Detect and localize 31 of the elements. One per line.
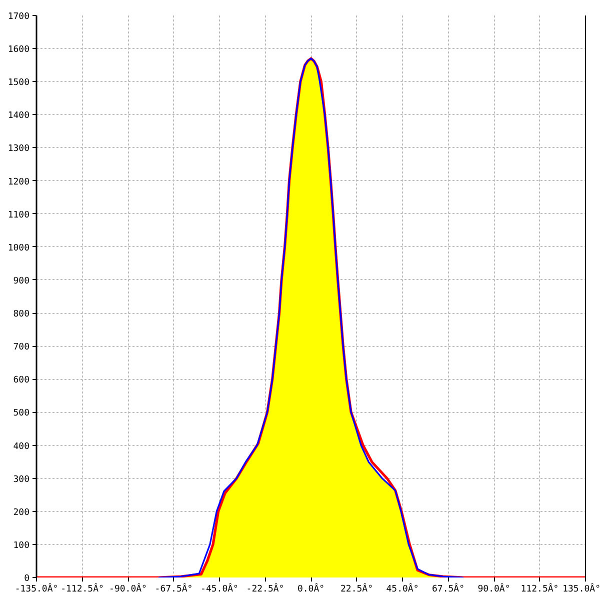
y-tick-label: 1500 [8,78,30,88]
x-tick-label: -112.5Â° [60,582,104,594]
y-tick-label: 500 [13,408,30,419]
x-tick-label: 22.5Â° [340,582,374,594]
y-tick-label: 1000 [8,243,30,254]
x-tick-label: 112.5Â° [520,582,559,594]
y-tick-label: 800 [13,310,30,320]
y-tick-label: 100 [13,540,30,551]
y-tick-label: 0 [24,574,30,584]
x-tick-label: -22.5Â° [246,582,284,594]
x-tick-label: 67.5Â° [432,582,465,594]
x-tick-label: 0.0Â° [297,582,325,594]
x-tick-label: -90.0Â° [109,582,147,594]
y-tick-label: 400 [13,442,30,452]
x-tick-label: -135.0Â° [14,582,58,594]
y-tick-label: 1200 [8,177,30,188]
y-tick-label: 900 [13,276,30,286]
y-tick-label: 1300 [8,144,30,154]
x-tick-label: -67.5Â° [154,582,193,594]
x-tick-label: 90.0Â° [478,582,510,594]
y-tick-label: 1400 [8,111,30,122]
y-tick-label: 1700 [8,12,30,22]
x-tick-label: 135.0Â° [562,582,600,594]
y-tick-label: 300 [13,474,30,485]
y-tick-label: 700 [13,342,30,353]
x-tick-label: 45.0Â° [386,582,419,594]
y-tick-label: 200 [13,508,30,518]
y-tick-label: 600 [13,376,30,386]
y-tick-label: 1100 [8,210,30,220]
y-tick-label: 1600 [8,45,30,56]
x-tick-label: -45.0Â° [200,582,238,594]
